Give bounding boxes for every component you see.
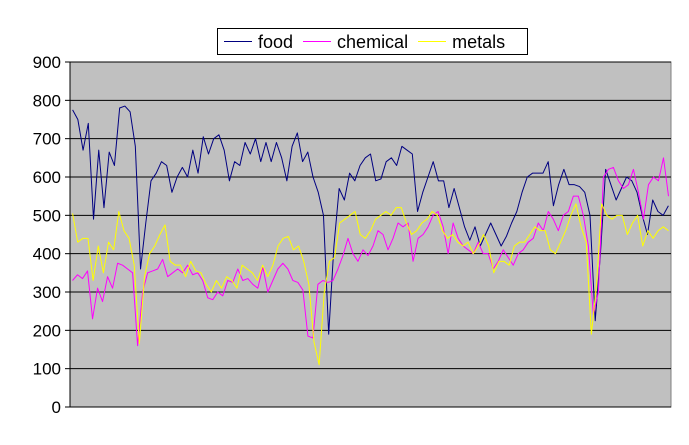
series-line-metals — [72, 203, 669, 366]
legend-label-metals: metals — [452, 31, 506, 52]
legend-label-chemical: chemical — [337, 31, 409, 52]
y-tick-label: 300 — [33, 283, 61, 302]
legend-item-chemical: chemical — [303, 33, 408, 51]
y-tick-label: 700 — [33, 130, 61, 149]
y-tick-label: 800 — [33, 91, 61, 110]
legend-item-metals: metals — [418, 33, 505, 51]
legend-swatch-chemical — [303, 41, 332, 42]
y-tick-label: 900 — [33, 53, 61, 72]
legend-swatch-food — [224, 41, 252, 42]
y-tick-label: 0 — [52, 398, 61, 417]
y-tick-label: 400 — [33, 245, 61, 264]
plot-area — [69, 61, 672, 408]
series-line-food — [72, 105, 669, 335]
y-tick-label: 100 — [33, 360, 61, 379]
gridlines — [70, 61, 671, 370]
legend: food chemical metals — [217, 28, 528, 55]
y-tick-label: 500 — [33, 206, 61, 225]
y-tick-label: 200 — [33, 321, 61, 340]
series-line-chemical — [72, 157, 669, 347]
y-tick-label: 600 — [33, 168, 61, 187]
y-axis-ticks: 0 100 200 300 400 500 600 700 800 900 — [33, 53, 70, 417]
legend-item-food: food — [224, 33, 293, 51]
legend-label-food: food — [258, 31, 294, 52]
legend-swatch-metals — [418, 41, 447, 42]
series-lines — [72, 105, 669, 366]
